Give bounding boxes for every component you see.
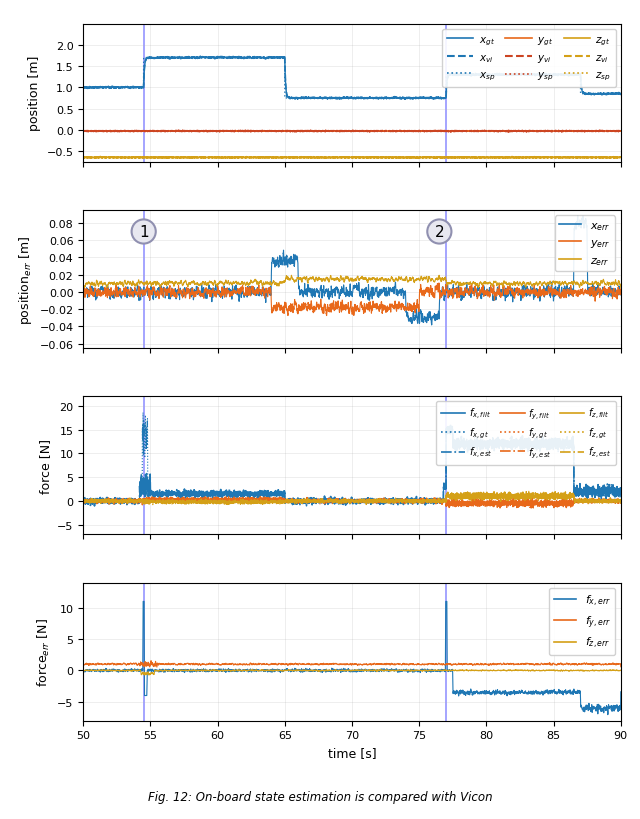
Y-axis label: force [N]: force [N]	[38, 438, 52, 493]
Legend: $f_{x,err}$, $f_{y,err}$, $f_{z,err}$: $f_{x,err}$, $f_{y,err}$, $f_{z,err}$	[549, 588, 615, 655]
Text: 2: 2	[435, 224, 444, 240]
Y-axis label: position [m]: position [m]	[28, 56, 41, 131]
X-axis label: time [s]: time [s]	[328, 746, 376, 759]
Legend: $f_{x,filt}$, $f_{x,gt}$, $f_{x,est}$, $f_{y,filt}$, $f_{y,gt}$, $f_{y,est}$, $f: $f_{x,filt}$, $f_{x,gt}$, $f_{x,est}$, $…	[436, 401, 616, 465]
Legend: $x_{gt}$, $x_{vi}$, $x_{sp}$, $y_{gt}$, $y_{vi}$, $y_{sp}$, $z_{gt}$, $z_{vi}$, : $x_{gt}$, $x_{vi}$, $x_{sp}$, $y_{gt}$, …	[442, 29, 616, 88]
Y-axis label: force$_{err}$ [N]: force$_{err}$ [N]	[35, 618, 52, 686]
Text: 1: 1	[139, 224, 148, 240]
Legend: $x_{err}$, $y_{err}$, $z_{err}$: $x_{err}$, $y_{err}$, $z_{err}$	[555, 216, 615, 272]
Text: Fig. 12: On-board state estimation is compared with Vicon: Fig. 12: On-board state estimation is co…	[148, 790, 492, 803]
Y-axis label: position$_{err}$ [m]: position$_{err}$ [m]	[17, 235, 34, 324]
